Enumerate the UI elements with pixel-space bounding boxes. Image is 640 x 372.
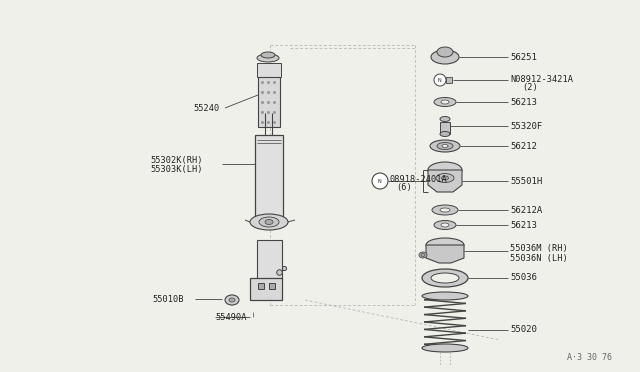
Ellipse shape — [428, 162, 462, 178]
Ellipse shape — [225, 295, 239, 305]
Ellipse shape — [229, 298, 235, 302]
Text: N: N — [378, 179, 382, 183]
Text: 56212: 56212 — [510, 141, 537, 151]
Ellipse shape — [437, 142, 453, 150]
Text: 56251: 56251 — [510, 52, 537, 61]
Text: 55036M (RH): 55036M (RH) — [510, 244, 568, 253]
Ellipse shape — [436, 173, 454, 183]
Ellipse shape — [432, 205, 458, 215]
Ellipse shape — [440, 208, 450, 212]
Text: 55490A: 55490A — [215, 312, 246, 321]
Ellipse shape — [440, 131, 450, 137]
Text: (6): (6) — [396, 183, 412, 192]
Ellipse shape — [442, 176, 449, 180]
Ellipse shape — [440, 116, 450, 122]
Text: 55036N (LH): 55036N (LH) — [510, 253, 568, 263]
FancyBboxPatch shape — [258, 77, 280, 127]
FancyBboxPatch shape — [255, 135, 283, 220]
Text: N: N — [438, 77, 442, 83]
Text: A·3 30 76: A·3 30 76 — [567, 353, 612, 362]
FancyBboxPatch shape — [257, 240, 282, 280]
Ellipse shape — [437, 47, 453, 57]
Ellipse shape — [422, 344, 468, 352]
Ellipse shape — [422, 269, 468, 287]
Circle shape — [372, 173, 388, 189]
Ellipse shape — [421, 253, 425, 257]
Ellipse shape — [434, 97, 456, 106]
Text: N08912-3421A: N08912-3421A — [510, 74, 573, 83]
Ellipse shape — [419, 252, 427, 258]
Text: 56213: 56213 — [510, 221, 537, 230]
Text: 55036: 55036 — [510, 273, 537, 282]
Text: 55303K(LH): 55303K(LH) — [150, 164, 202, 173]
Ellipse shape — [259, 217, 279, 227]
Ellipse shape — [422, 292, 468, 300]
Text: 55020: 55020 — [510, 326, 537, 334]
Ellipse shape — [442, 144, 448, 148]
FancyBboxPatch shape — [257, 63, 281, 77]
Ellipse shape — [261, 52, 275, 58]
Ellipse shape — [257, 54, 279, 62]
Ellipse shape — [434, 221, 456, 230]
Polygon shape — [426, 245, 464, 263]
Ellipse shape — [431, 50, 459, 64]
Text: 08918-2401A: 08918-2401A — [390, 174, 448, 183]
Text: (2): (2) — [522, 83, 538, 92]
Ellipse shape — [250, 214, 288, 230]
Text: 55010B: 55010B — [152, 295, 184, 304]
Text: 55320F: 55320F — [510, 122, 542, 131]
Ellipse shape — [441, 223, 449, 227]
Circle shape — [434, 74, 446, 86]
Polygon shape — [428, 170, 462, 192]
FancyBboxPatch shape — [250, 278, 282, 300]
Ellipse shape — [431, 273, 459, 283]
Ellipse shape — [441, 100, 449, 104]
Ellipse shape — [426, 238, 464, 252]
Ellipse shape — [430, 140, 460, 152]
Ellipse shape — [265, 219, 273, 224]
Text: 55302K(RH): 55302K(RH) — [150, 155, 202, 164]
Text: 56212A: 56212A — [510, 205, 542, 215]
FancyBboxPatch shape — [440, 122, 450, 134]
Text: 56213: 56213 — [510, 97, 537, 106]
Text: 55240: 55240 — [193, 103, 220, 112]
Text: 55501H: 55501H — [510, 176, 542, 186]
